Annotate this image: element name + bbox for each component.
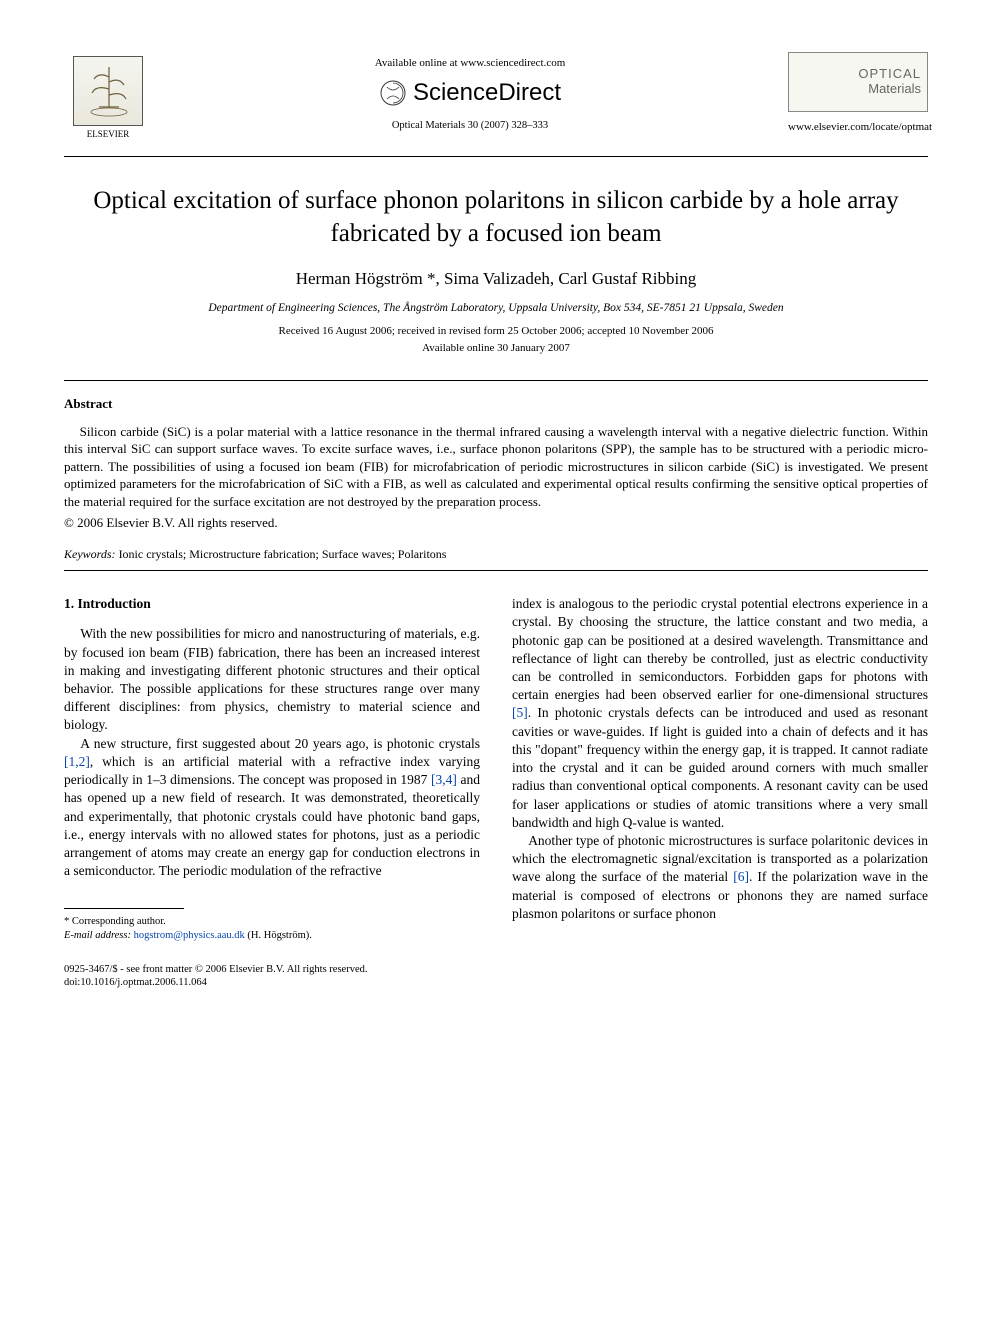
paragraph-2: A new structure, first suggested about 2… [64, 735, 480, 881]
p3-text-b: . In photonic crystals defects can be in… [512, 705, 928, 829]
email-link[interactable]: hogstrom@physics.aau.dk [131, 930, 247, 941]
elsevier-logo: ELSEVIER [64, 48, 152, 148]
p3-text-a: index is analogous to the periodic cryst… [512, 596, 928, 702]
p2-text-b: , which is an artificial material with a… [64, 754, 480, 787]
sciencedirect-text: ScienceDirect [413, 77, 561, 109]
body-columns: 1. Introduction With the new possibiliti… [64, 595, 928, 990]
journal-logo-image: OPTICAL Materials [788, 52, 928, 112]
keywords-text: Ionic crystals; Microstructure fabricati… [116, 547, 447, 561]
header-top: ELSEVIER Available online at www.science… [64, 48, 928, 148]
citation-1-2[interactable]: [1,2] [64, 754, 90, 769]
authors: Herman Högström *, Sima Valizadeh, Carl … [64, 268, 928, 291]
right-column: index is analogous to the periodic cryst… [512, 595, 928, 990]
abstract-heading: Abstract [64, 395, 928, 413]
elsevier-label: ELSEVIER [87, 128, 130, 140]
abstract-top-rule [64, 380, 928, 381]
citation-3-4[interactable]: [3,4] [431, 772, 457, 787]
header-center: Available online at www.sciencedirect.co… [152, 48, 788, 133]
section-heading: 1. Introduction [64, 595, 480, 613]
keywords: Keywords: Ionic crystals; Microstructure… [64, 546, 928, 562]
citation-5[interactable]: [5] [512, 705, 528, 720]
abstract-copyright: © 2006 Elsevier B.V. All rights reserved… [64, 514, 928, 532]
elsevier-tree-icon [73, 56, 143, 126]
email-tail: (H. Högström). [247, 930, 311, 941]
email-label: E-mail address: [64, 930, 131, 941]
abstract-bottom-rule [64, 570, 928, 571]
paragraph-4: Another type of photonic microstructures… [512, 832, 928, 923]
journal-reference: Optical Materials 30 (2007) 328–333 [152, 119, 788, 133]
paragraph-3: index is analogous to the periodic cryst… [512, 595, 928, 832]
journal-logo-line2: Materials [858, 82, 921, 96]
affiliation: Department of Engineering Sciences, The … [64, 301, 928, 317]
available-online-text: Available online at www.sciencedirect.co… [152, 56, 788, 71]
footer-line1: 0925-3467/$ - see front matter © 2006 El… [64, 963, 480, 977]
abstract-body: Silicon carbide (SiC) is a polar materia… [64, 423, 928, 511]
header-rule [64, 156, 928, 157]
left-column: 1. Introduction With the new possibiliti… [64, 595, 480, 990]
journal-logo-line1: OPTICAL [858, 67, 921, 81]
article-dates: Received 16 August 2006; received in rev… [64, 324, 928, 339]
journal-logo: OPTICAL Materials www.elsevier.com/locat… [788, 48, 928, 138]
paragraph-1: With the new possibilities for micro and… [64, 625, 480, 734]
sciencedirect-icon [379, 79, 407, 107]
corresponding-author-footnote: * Corresponding author. E-mail address: … [64, 915, 480, 942]
citation-6[interactable]: [6] [733, 869, 749, 884]
article-title: Optical excitation of surface phonon pol… [64, 185, 928, 250]
sciencedirect-logo: ScienceDirect [152, 77, 788, 109]
footer-meta: 0925-3467/$ - see front matter © 2006 El… [64, 963, 480, 990]
footer-line2: doi:10.1016/j.optmat.2006.11.064 [64, 976, 480, 990]
available-online-date: Available online 30 January 2007 [64, 341, 928, 356]
keywords-label: Keywords: [64, 547, 116, 561]
footnote-rule [64, 908, 184, 909]
p2-text-c: and has opened up a new field of researc… [64, 772, 480, 878]
p2-text-a: A new structure, first suggested about 2… [80, 736, 480, 751]
corr-author-text: * Corresponding author. [64, 915, 480, 929]
authors-text: Herman Högström *, Sima Valizadeh, Carl … [296, 269, 697, 288]
journal-url: www.elsevier.com/locate/optmat [788, 120, 928, 135]
email-line: E-mail address: hogstrom@physics.aau.dk … [64, 929, 480, 943]
